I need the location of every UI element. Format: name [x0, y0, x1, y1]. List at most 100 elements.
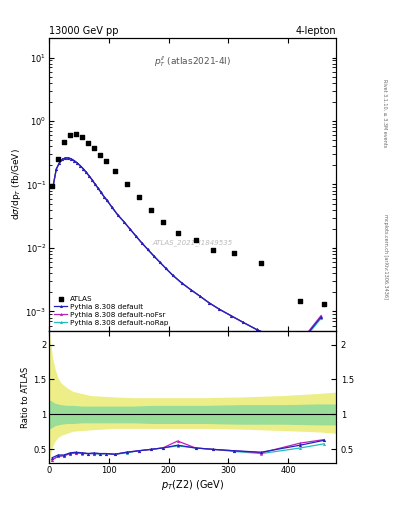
ATLAS	[297, 297, 303, 305]
Pythia 8.308 default	[134, 233, 138, 239]
Pythia 8.308 default-noFsr	[319, 312, 323, 318]
Pythia 8.308 default	[206, 300, 211, 306]
ATLAS	[103, 157, 109, 165]
Pythia 8.308 default-noRap	[84, 169, 88, 175]
Pythia 8.308 default-noFsr	[72, 158, 77, 164]
Pythia 8.308 default-noRap	[188, 287, 193, 293]
Pythia 8.308 default-noRap	[66, 155, 71, 161]
Pythia 8.308 default-noRap	[93, 181, 97, 187]
Pythia 8.308 default	[69, 156, 73, 162]
ATLAS	[97, 151, 103, 159]
Text: 4-lepton: 4-lepton	[296, 26, 336, 36]
Pythia 8.308 default-noFsr	[145, 246, 150, 252]
ATLAS	[148, 206, 154, 214]
Pythia 8.308 default-noRap	[78, 163, 83, 169]
Line: Pythia 8.308 default-noFsr: Pythia 8.308 default-noFsr	[49, 156, 323, 347]
Pythia 8.308 default	[57, 160, 62, 166]
Pythia 8.308 default-noFsr	[110, 204, 114, 210]
Pythia 8.308 default-noRap	[90, 177, 95, 183]
Pythia 8.308 default-noRap	[163, 265, 168, 271]
Pythia 8.308 default-noFsr	[151, 253, 156, 259]
Pythia 8.308 default-noRap	[127, 226, 132, 232]
Pythia 8.308 default-noRap	[271, 334, 275, 340]
Pythia 8.308 default	[188, 287, 193, 293]
ATLAS	[55, 155, 61, 163]
Pythia 8.308 default-noRap	[171, 272, 175, 279]
Legend: ATLAS, Pythia 8.308 default, Pythia 8.308 default-noFsr, Pythia 8.308 default-no: ATLAS, Pythia 8.308 default, Pythia 8.30…	[53, 294, 170, 327]
Pythia 8.308 default	[295, 344, 299, 350]
Line: Pythia 8.308 default: Pythia 8.308 default	[49, 156, 323, 348]
Text: 13000 GeV pp: 13000 GeV pp	[49, 26, 119, 36]
Pythia 8.308 default	[197, 293, 202, 299]
Pythia 8.308 default	[110, 204, 114, 210]
Pythia 8.308 default-noRap	[151, 253, 156, 259]
Pythia 8.308 default	[140, 240, 144, 246]
Pythia 8.308 default-noRap	[180, 280, 184, 286]
Pythia 8.308 default-noFsr	[102, 194, 107, 200]
X-axis label: $p_T$(Z2) (GeV): $p_T$(Z2) (GeV)	[161, 478, 224, 492]
Pythia 8.308 default-noFsr	[241, 319, 246, 326]
ATLAS	[112, 167, 118, 175]
Pythia 8.308 default-noFsr	[121, 219, 126, 225]
Y-axis label: Ratio to ATLAS: Ratio to ATLAS	[22, 366, 30, 428]
Pythia 8.308 default	[127, 226, 132, 232]
Pythia 8.308 default-noFsr	[197, 293, 202, 299]
Pythia 8.308 default-noRap	[145, 246, 150, 252]
Pythia 8.308 default-noRap	[134, 233, 138, 239]
Pythia 8.308 default-noFsr	[60, 156, 64, 162]
Pythia 8.308 default	[151, 253, 156, 259]
Pythia 8.308 default-noFsr	[127, 226, 132, 232]
Pythia 8.308 default-noRap	[116, 212, 120, 218]
Pythia 8.308 default	[87, 173, 92, 179]
Pythia 8.308 default-noFsr	[140, 240, 144, 246]
Pythia 8.308 default	[78, 163, 83, 169]
Pythia 8.308 default-noRap	[102, 194, 107, 200]
Pythia 8.308 default-noFsr	[66, 155, 71, 161]
Pythia 8.308 default	[63, 155, 68, 161]
Pythia 8.308 default	[157, 259, 162, 265]
Pythia 8.308 default-noRap	[96, 185, 101, 191]
Pythia 8.308 default	[163, 265, 168, 271]
Pythia 8.308 default	[48, 182, 53, 188]
Pythia 8.308 default	[99, 189, 103, 196]
Pythia 8.308 default-noRap	[99, 189, 103, 196]
Pythia 8.308 default-noFsr	[51, 182, 56, 188]
ATLAS	[321, 300, 327, 308]
Pythia 8.308 default-noRap	[206, 300, 211, 306]
Pythia 8.308 default-noFsr	[57, 160, 62, 166]
Pythia 8.308 default-noRap	[63, 155, 68, 161]
Y-axis label: d$\sigma$/dp$_T$ (fb/GeV): d$\sigma$/dp$_T$ (fb/GeV)	[9, 148, 23, 220]
Pythia 8.308 default-noFsr	[105, 198, 110, 204]
Pythia 8.308 default-noRap	[110, 204, 114, 210]
Pythia 8.308 default-noFsr	[81, 166, 86, 172]
Pythia 8.308 default	[145, 246, 150, 252]
Pythia 8.308 default-noFsr	[87, 173, 92, 179]
Pythia 8.308 default-noRap	[241, 319, 246, 326]
Pythia 8.308 default	[54, 166, 59, 172]
Pythia 8.308 default	[116, 212, 120, 218]
Pythia 8.308 default-noFsr	[295, 343, 299, 349]
Pythia 8.308 default-noRap	[229, 313, 234, 319]
ATLAS	[174, 229, 181, 238]
Pythia 8.308 default	[51, 182, 56, 188]
Pythia 8.308 default-noRap	[197, 293, 202, 299]
Pythia 8.308 default-noRap	[81, 166, 86, 172]
ATLAS	[85, 139, 91, 147]
Pythia 8.308 default	[81, 166, 86, 172]
ATLAS	[258, 259, 264, 267]
Pythia 8.308 default-noRap	[57, 160, 62, 166]
Pythia 8.308 default	[271, 334, 275, 340]
Pythia 8.308 default-noFsr	[93, 181, 97, 187]
Pythia 8.308 default-noRap	[295, 345, 299, 351]
Pythia 8.308 default	[96, 185, 101, 191]
Pythia 8.308 default-noRap	[51, 182, 56, 188]
Pythia 8.308 default-noRap	[157, 259, 162, 265]
Pythia 8.308 default-noFsr	[157, 259, 162, 265]
Pythia 8.308 default-noRap	[60, 156, 64, 162]
Pythia 8.308 default	[102, 194, 107, 200]
Text: $p_T^{ll}$ (atlas2021-4l): $p_T^{ll}$ (atlas2021-4l)	[154, 54, 231, 70]
Pythia 8.308 default-noFsr	[206, 300, 211, 306]
ATLAS	[136, 193, 142, 201]
Pythia 8.308 default-noFsr	[116, 212, 120, 218]
Text: Rivet 3.1.10, ≥ 3.3M events: Rivet 3.1.10, ≥ 3.3M events	[383, 78, 387, 147]
